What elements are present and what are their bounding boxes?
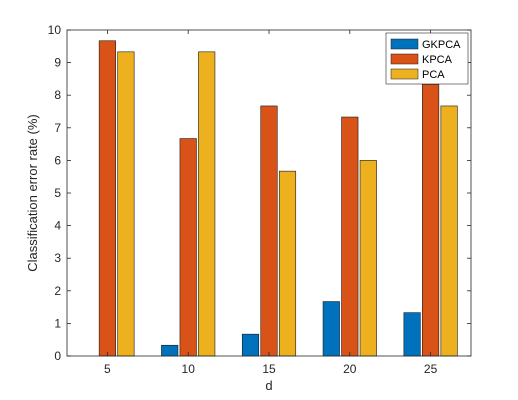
y-tick-label: 2 bbox=[54, 284, 61, 298]
x-tick-label: 15 bbox=[262, 362, 276, 376]
bar-pca-5 bbox=[117, 51, 135, 357]
bar-pca-25 bbox=[440, 105, 458, 357]
bar-kpca-20 bbox=[341, 116, 359, 357]
legend-label-pca: PCA bbox=[422, 69, 445, 81]
bar-gkpca-15 bbox=[241, 333, 260, 357]
y-tick-label: 6 bbox=[54, 153, 61, 167]
y-tick-label: 10 bbox=[48, 23, 62, 37]
x-axis-label: d bbox=[265, 378, 272, 393]
y-axis-label: Classification error rate (%) bbox=[25, 114, 40, 272]
bar-pca-10 bbox=[198, 51, 216, 357]
legend-label-kpca: KPCA bbox=[422, 54, 453, 66]
bar-kpca-10 bbox=[179, 138, 197, 357]
y-tick-label: 0 bbox=[54, 349, 61, 363]
y-tick-label: 5 bbox=[54, 186, 61, 200]
axes-group: 0 1 2 3 4 5 6 7 8 9 10 5 10 15 20 25 bbox=[48, 23, 472, 376]
y-tick-label: 3 bbox=[54, 251, 61, 265]
x-tick-label: 20 bbox=[343, 362, 357, 376]
bar-gkpca-10 bbox=[161, 344, 179, 357]
bar-pca-20 bbox=[359, 160, 377, 357]
bar-gkpca-25 bbox=[403, 312, 421, 357]
bars-group bbox=[98, 40, 458, 357]
y-tick-label: 9 bbox=[54, 56, 61, 70]
bar-kpca-5 bbox=[98, 40, 116, 357]
legend-swatch-gkpca bbox=[390, 38, 419, 50]
bar-pca-15 bbox=[278, 170, 297, 357]
x-tick-label: 25 bbox=[424, 362, 438, 376]
legend-swatch-pca bbox=[390, 68, 419, 80]
legend: GKPCA KPCA PCA bbox=[385, 32, 469, 85]
y-tick-label: 8 bbox=[54, 88, 61, 102]
y-tick-label: 7 bbox=[54, 121, 61, 135]
x-tick-label: 5 bbox=[104, 362, 111, 376]
x-tick-label: 10 bbox=[182, 362, 196, 376]
legend-swatch-kpca bbox=[390, 53, 419, 65]
y-tick-label: 4 bbox=[54, 219, 61, 233]
y-tick-label: 1 bbox=[54, 316, 61, 330]
bar-gkpca-20 bbox=[322, 301, 340, 357]
bar-kpca-25 bbox=[422, 84, 440, 357]
bar-kpca-15 bbox=[260, 105, 278, 357]
legend-label-gkpca: GKPCA bbox=[422, 39, 461, 51]
